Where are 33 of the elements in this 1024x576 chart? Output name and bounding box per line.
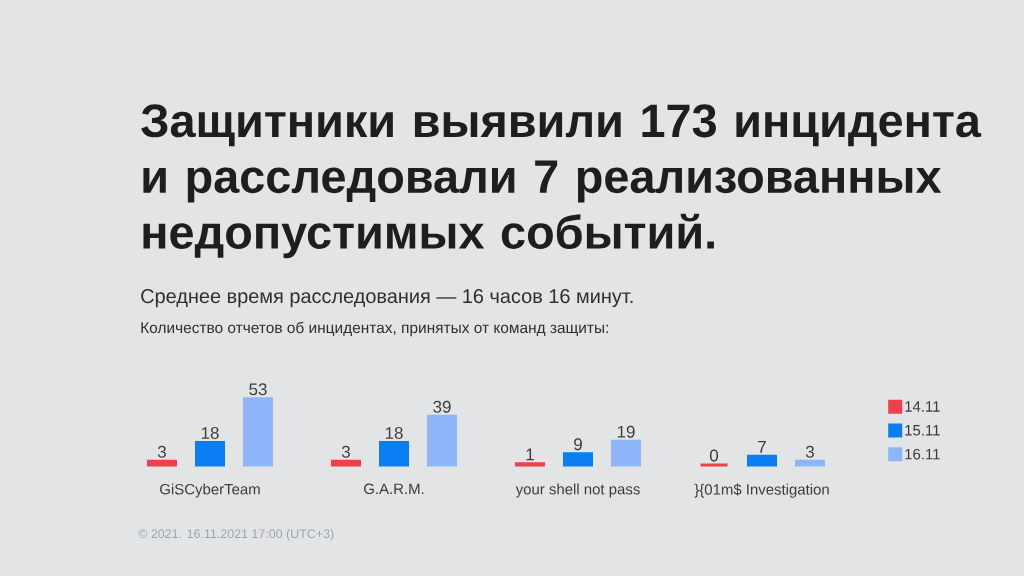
- data-label: 19: [617, 425, 635, 438]
- chart-title: Защитники выявили 173 инцидента и расследовали 7 реализованных недопустимых событий.: [141, 104, 982, 259]
- bar: [379, 441, 409, 467]
- text: Количество отчетов об инцидентах, принятых от команд защиты:: [141, 321, 608, 337]
- bar: [747, 454, 778, 467]
- data-label: 18: [385, 427, 403, 439]
- data-label: 18: [201, 427, 219, 439]
- bar: [611, 439, 642, 467]
- legend-label: 16.11: [905, 448, 940, 460]
- data-label: 39: [433, 400, 451, 413]
- chart-subtitle: Среднее время расследования — 16 часов 16 минут.: [141, 289, 633, 308]
- bar: [195, 441, 225, 467]
- legend-label: 14.11: [905, 401, 940, 412]
- data-label: 3: [805, 445, 814, 458]
- x-tick-label: }{01m$ Investigation: [694, 483, 829, 498]
- data-label: 53: [249, 383, 267, 396]
- bar: [563, 452, 593, 467]
- text: © 2021. 16.11.2021 17:00 (UTC+3): [138, 528, 334, 541]
- bar: [331, 459, 361, 467]
- data-label: 1: [526, 448, 534, 461]
- legend-label: 15.11: [905, 425, 940, 436]
- bar: [243, 397, 273, 467]
- data-label: 9: [574, 438, 582, 451]
- bar: [427, 414, 457, 467]
- data-label: 0: [709, 449, 719, 462]
- x-tick-label: G.A.R.M.: [364, 483, 424, 495]
- data-label: 7: [758, 441, 766, 453]
- data-label: 3: [157, 445, 166, 458]
- data-label: 3: [341, 445, 350, 458]
- bar: [147, 459, 177, 467]
- x-tick-label: your shell not pass: [515, 483, 640, 498]
- bar: [795, 459, 826, 467]
- x-tick-label: GiSCyberTeam: [160, 483, 260, 498]
